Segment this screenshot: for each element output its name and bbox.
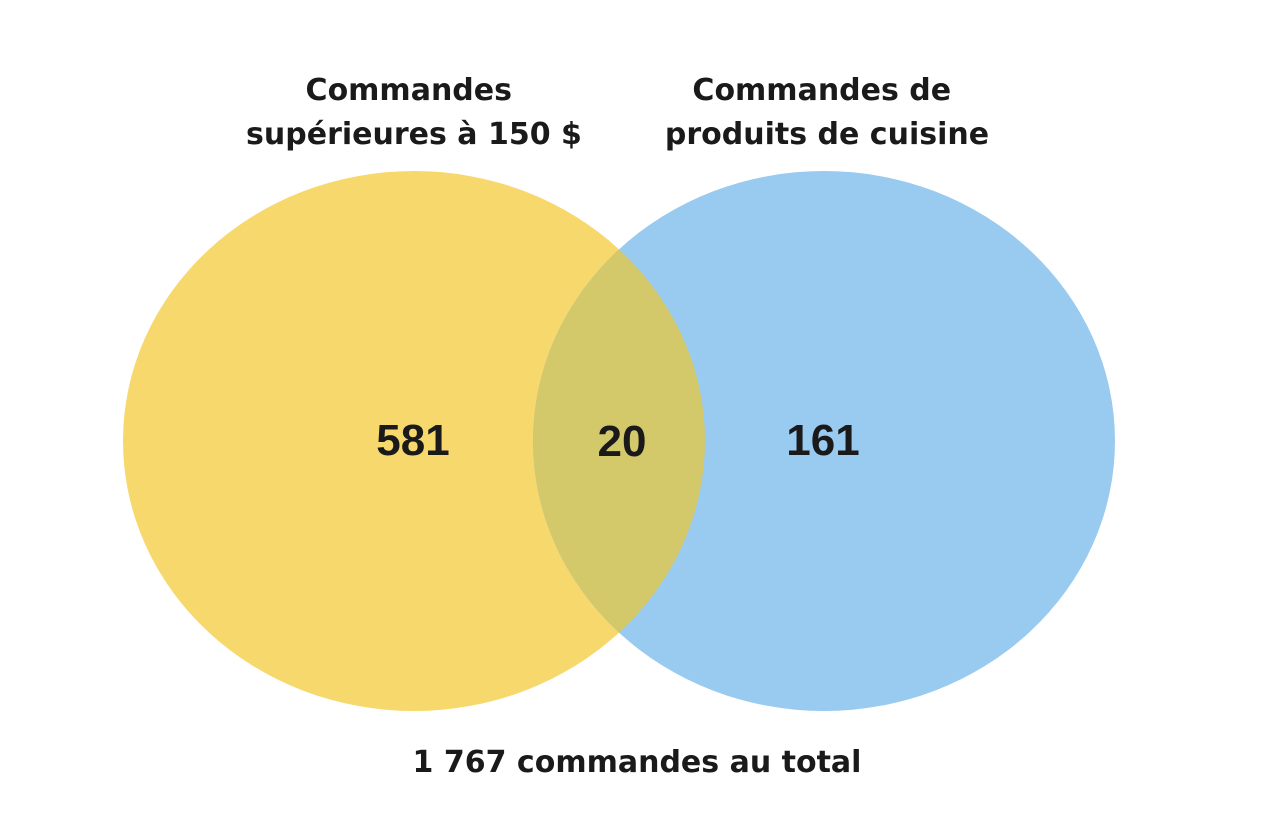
set-a-title-line-2: supérieures à 150 $ — [246, 117, 582, 152]
set-b-only-count: 161 — [786, 416, 859, 465]
set-a-circle — [123, 171, 705, 711]
intersection-count: 20 — [598, 417, 647, 466]
set-b-title-line-2: produits de cuisine — [665, 117, 989, 152]
set-b-title-line-1: Commandes de — [692, 73, 951, 108]
set-b-circle — [533, 171, 1115, 711]
total-orders-label: 1 767 commandes au total — [413, 745, 862, 780]
set-a-title: Commandes supérieures à 150 $ — [246, 73, 582, 152]
set-a-only-count: 581 — [376, 416, 449, 465]
set-a-title-line-1: Commandes — [306, 73, 512, 108]
set-b-title: Commandes de produits de cuisine — [665, 73, 989, 152]
